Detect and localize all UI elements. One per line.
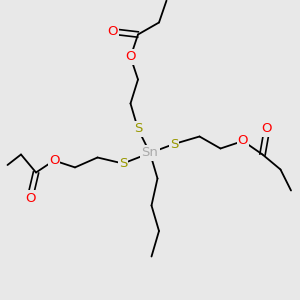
Text: O: O bbox=[49, 154, 59, 167]
Text: S: S bbox=[119, 157, 127, 170]
Text: Sn: Sn bbox=[142, 146, 158, 160]
Text: S: S bbox=[134, 122, 142, 136]
Text: O: O bbox=[262, 122, 272, 136]
Text: O: O bbox=[25, 191, 35, 205]
Text: O: O bbox=[238, 134, 248, 148]
Text: O: O bbox=[125, 50, 136, 64]
Text: O: O bbox=[107, 25, 118, 38]
Text: S: S bbox=[170, 137, 178, 151]
